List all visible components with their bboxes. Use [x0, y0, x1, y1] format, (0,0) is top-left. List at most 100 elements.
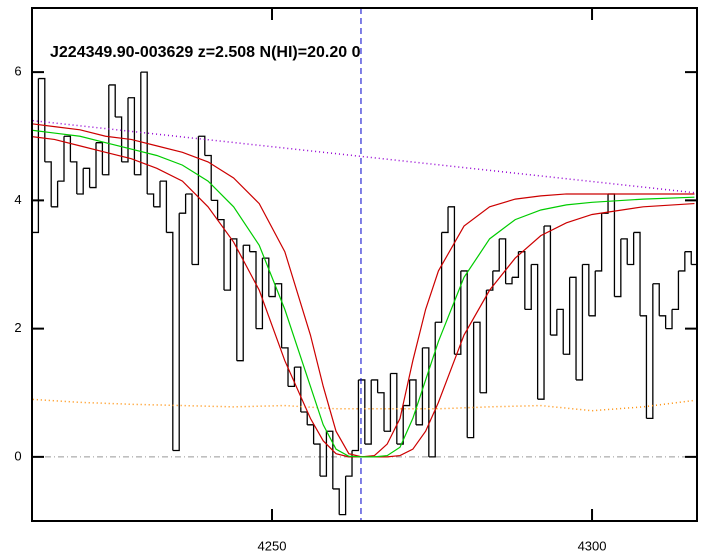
flux-bin — [377, 392, 385, 432]
flux-bin — [364, 379, 372, 445]
flux-bin — [460, 270, 468, 438]
flux-bin — [204, 154, 212, 201]
flux-bin — [249, 251, 257, 329]
x-tick-label: 4300 — [578, 538, 607, 553]
flux-bin — [339, 476, 347, 516]
flux-bin — [672, 270, 680, 311]
flux-bin — [192, 136, 200, 266]
flux-bin — [332, 488, 340, 515]
flux-bin — [256, 258, 264, 330]
flux-bin — [390, 372, 398, 445]
flux-bin — [230, 238, 238, 361]
flux-bin — [531, 263, 539, 400]
flux-bin — [76, 168, 84, 195]
flux-bin — [492, 238, 500, 272]
flux-bin — [582, 263, 590, 316]
flux-bin — [198, 135, 206, 156]
flux-bin — [441, 206, 449, 234]
flux-bin — [185, 193, 193, 265]
flux-bin — [128, 97, 136, 175]
flux-bin — [467, 322, 475, 439]
flux-bin — [684, 251, 692, 265]
flux-bin — [640, 315, 648, 419]
flux-bin — [614, 238, 622, 298]
flux-bin — [134, 72, 142, 176]
flux-bin — [576, 264, 584, 381]
flux-bin — [179, 193, 187, 214]
flux-bin — [147, 193, 155, 207]
x-tick-label: 4250 — [258, 538, 287, 553]
flux-bin — [275, 283, 283, 348]
flux-bin — [665, 309, 673, 330]
flux-bin — [38, 77, 46, 162]
flux-bin — [70, 161, 78, 194]
flux-bin — [172, 213, 180, 452]
flux-bin — [166, 231, 174, 451]
flux-bin — [121, 97, 129, 163]
flux-bin — [646, 283, 654, 420]
flux-bin — [595, 213, 603, 272]
flux-bin — [537, 226, 545, 400]
flux-bin — [633, 231, 641, 316]
flux-bin — [288, 367, 296, 387]
flux-bin — [320, 431, 328, 477]
y-tick-label: 4 — [14, 192, 21, 207]
chart-title: J224349.90-003629 z=2.508 N(HI)=20.20 0 — [50, 44, 361, 61]
flux-bin — [428, 322, 436, 458]
flux-bin — [224, 238, 232, 291]
flux-bin — [505, 277, 513, 285]
flux-bin — [236, 245, 244, 362]
flux-bin — [416, 347, 424, 426]
model-line — [32, 123, 695, 458]
flux-bin — [211, 199, 219, 220]
flux-bin — [588, 270, 596, 317]
plot-frame — [31, 7, 698, 522]
flux-bin — [44, 161, 52, 207]
y-tick-label: 6 — [14, 64, 21, 79]
flux-bin — [563, 277, 571, 355]
flux-bin — [243, 244, 251, 252]
flux-bin — [512, 251, 520, 278]
flux-bin — [499, 238, 507, 284]
flux-bin — [480, 290, 488, 394]
flux-bin — [281, 347, 289, 387]
flux-bin — [518, 251, 526, 310]
flux-bin — [102, 84, 110, 176]
flux-bin — [544, 225, 552, 336]
flux-bin — [326, 430, 334, 489]
flux-bin — [620, 238, 628, 265]
flux-bin — [556, 308, 564, 355]
flux-bin — [153, 181, 161, 208]
flux-bin — [268, 283, 276, 298]
flux-bin — [678, 251, 686, 272]
flux-bin — [486, 270, 494, 291]
plot-area — [32, 8, 697, 521]
flux-bin — [627, 232, 635, 266]
flux-bin — [313, 443, 321, 477]
model-line — [32, 129, 695, 458]
flux-bin — [217, 218, 225, 291]
flux-bin — [569, 276, 577, 380]
flux-bin — [371, 379, 379, 393]
flux-bin — [448, 206, 456, 355]
flux-bin — [160, 180, 168, 233]
flux-bin — [64, 135, 72, 162]
flux-bin — [473, 321, 481, 393]
y-tick-label: 2 — [14, 320, 21, 335]
flux-bin — [108, 84, 116, 118]
flux-bin — [32, 78, 40, 234]
flux-bin — [345, 450, 353, 477]
flux-bin — [96, 142, 104, 175]
flux-bin — [435, 232, 443, 323]
flux-bin — [51, 181, 59, 208]
flux-bin — [57, 136, 65, 182]
flux-bin — [89, 142, 97, 189]
flux-bin — [550, 309, 558, 336]
y-tick-label: 0 — [14, 448, 21, 463]
flux-bin — [524, 264, 532, 311]
flux-bin — [652, 283, 660, 316]
flux-bin — [384, 373, 392, 432]
flux-bin — [352, 379, 360, 452]
flux-bin — [396, 405, 404, 445]
